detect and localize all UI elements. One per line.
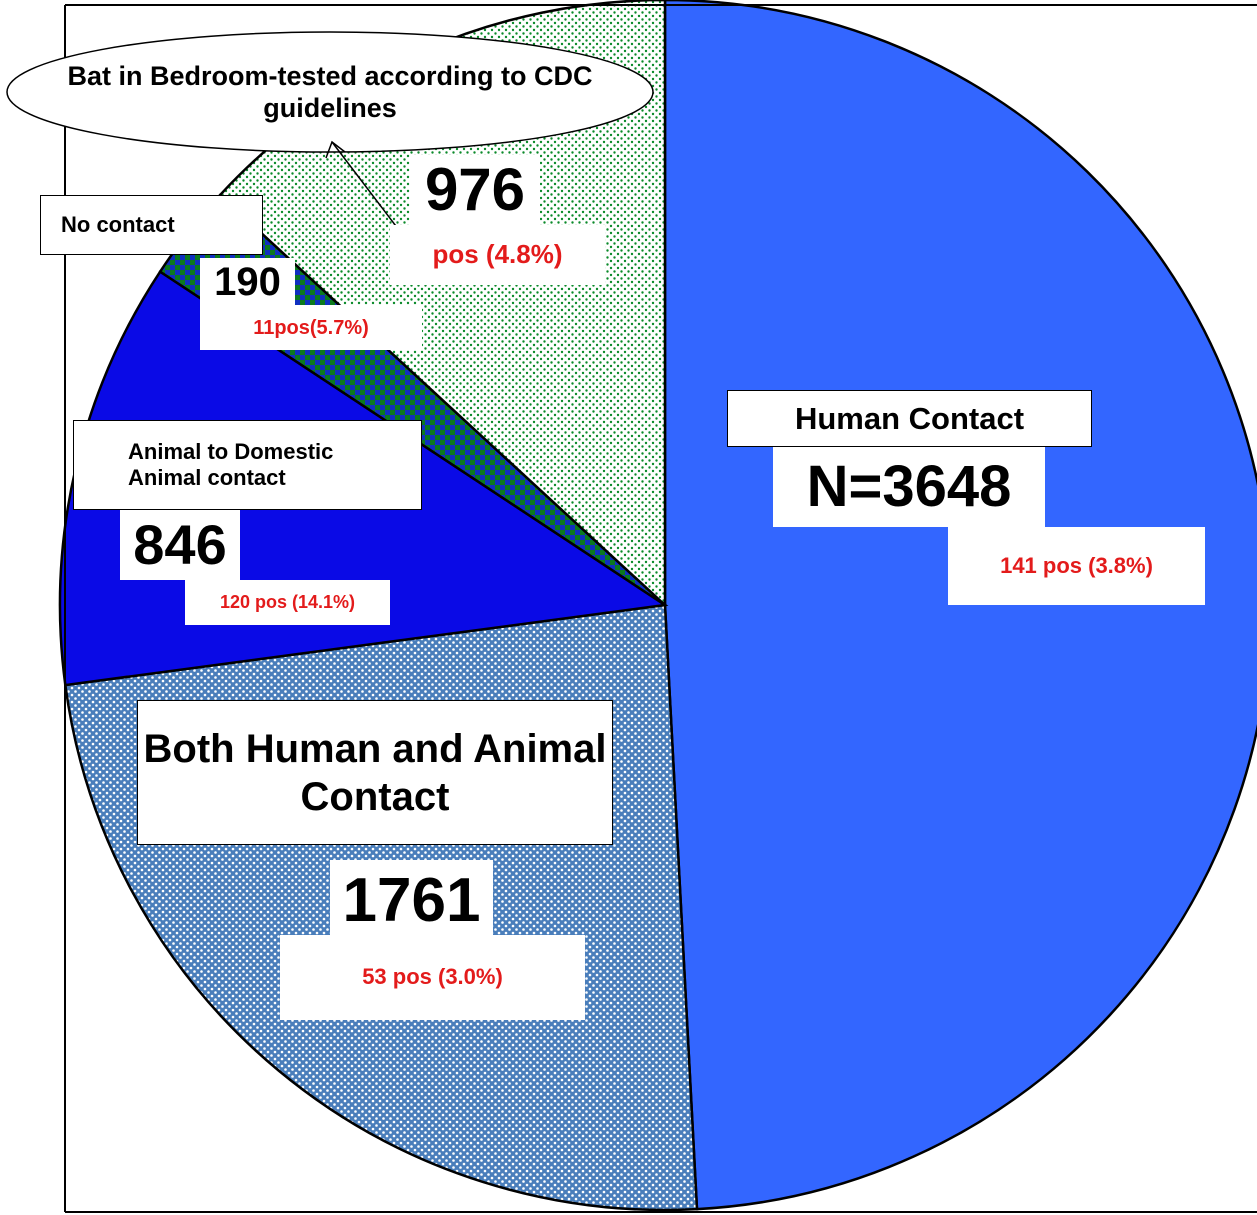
positive-label: 53 pos (3.0%): [280, 935, 585, 1020]
value-label: 190: [200, 258, 295, 305]
category-label: Both Human and Animal Contact: [137, 700, 613, 845]
category-label: No contact: [40, 195, 263, 255]
value-label: 1761: [330, 860, 493, 943]
category-label: Human Contact: [727, 390, 1092, 447]
value-label: 846: [120, 510, 240, 580]
positive-label: 11pos(5.7%): [200, 305, 422, 350]
positive-label: pos (4.8%): [390, 225, 605, 285]
positive-label: 141 pos (3.8%): [948, 527, 1205, 605]
callout-ellipse: [6, 31, 654, 153]
category-label: Bat in Bedroom-tested according to CDC g…: [67, 60, 593, 123]
positive-label: 120 pos (14.1%): [185, 580, 390, 625]
callout-arrowhead: [325, 140, 346, 159]
value-label: N=3648: [773, 447, 1045, 527]
category-label: Animal to Domestic Animal contact: [73, 420, 422, 510]
value-label: 976: [410, 155, 540, 225]
callout-arrow: [331, 141, 406, 239]
